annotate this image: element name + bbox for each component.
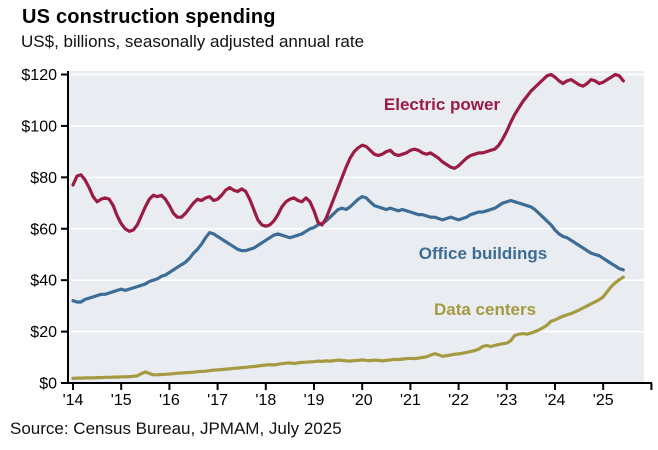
y-tick-label: $60 <box>30 221 57 238</box>
x-tick-label: '14 <box>63 392 84 409</box>
x-tick-label: '21 <box>400 392 421 409</box>
series-label-electric-power: Electric power <box>384 95 501 114</box>
y-tick-label: $80 <box>30 170 57 187</box>
source-note: Source: Census Bureau, JPMAM, July 2025 <box>10 419 342 438</box>
series-line-data-centers <box>71 275 625 380</box>
x-tick-label: '16 <box>159 392 180 409</box>
x-tick-label: '17 <box>207 392 228 409</box>
x-tick-label: '24 <box>545 392 566 409</box>
x-tick-label: '22 <box>448 392 469 409</box>
y-tick-label: $120 <box>21 67 57 84</box>
series-line-electric-power <box>71 72 625 233</box>
y-tick-label: $0 <box>39 376 57 393</box>
y-tick-label: $100 <box>21 118 57 135</box>
page-title: US construction spending <box>22 6 276 28</box>
x-tick-label: '25 <box>593 392 614 409</box>
x-tick-label: '19 <box>304 392 325 409</box>
plot-area-background <box>68 71 644 383</box>
x-tick-label: '23 <box>496 392 517 409</box>
x-tick-label: '18 <box>255 392 276 409</box>
page-subtitle: US$, billions, seasonally adjusted annua… <box>21 32 365 51</box>
y-tick-label: $40 <box>30 273 57 290</box>
x-tick-label: '20 <box>352 392 373 409</box>
y-tick-label: $20 <box>30 324 57 341</box>
series-label-data-centers: Data centers <box>434 300 536 319</box>
x-tick-label: '15 <box>111 392 132 409</box>
series-line-office-buildings <box>71 195 625 304</box>
series-label-office-buildings: Office buildings <box>419 244 547 263</box>
